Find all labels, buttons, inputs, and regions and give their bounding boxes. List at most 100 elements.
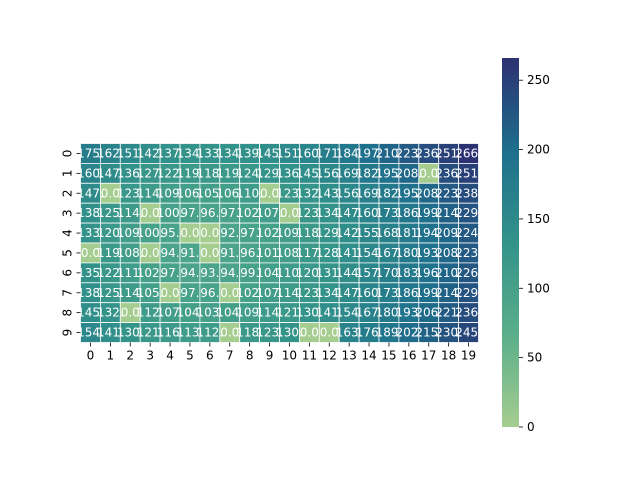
cell-label: 97. xyxy=(220,206,239,220)
cell-label: 183. xyxy=(395,266,422,280)
x-tick-label: 14 xyxy=(361,349,376,363)
cell-label: 193. xyxy=(395,306,422,320)
cell-label: 102. xyxy=(137,266,164,280)
cell-label: 129. xyxy=(256,166,283,180)
cell-label: 202. xyxy=(395,326,422,340)
cell-label: 119. xyxy=(97,246,124,260)
cell-label: 162. xyxy=(97,146,124,160)
y-tick-label: 9 xyxy=(61,329,75,337)
cell-label: 102. xyxy=(256,226,283,240)
cell-label: 102. xyxy=(236,286,263,300)
x-tick-label: 18 xyxy=(441,349,456,363)
cell-label: 96. xyxy=(240,246,259,260)
cell-label: 118. xyxy=(196,166,223,180)
cell-label: 109. xyxy=(117,226,144,240)
cell-label: 102. xyxy=(236,206,263,220)
x-tick-label: 6 xyxy=(206,349,214,363)
cell-label: 221. xyxy=(435,306,462,320)
cell-label: 107. xyxy=(157,306,184,320)
cell-label: 107. xyxy=(256,286,283,300)
cell-label: 0.0 xyxy=(200,226,219,240)
y-tick-label: 2 xyxy=(61,189,75,197)
cell-label: 229. xyxy=(455,286,482,300)
cell-label: 123. xyxy=(296,286,323,300)
cell-label: 97. xyxy=(180,206,199,220)
x-axis: 0 1 2 3 4 5 6 7 8 9 10 11 12 13 14 15 16 17 18 19 xyxy=(87,342,476,363)
cell-label: 209. xyxy=(435,226,462,240)
cell-label: 157. xyxy=(356,266,383,280)
cell-label: 229. xyxy=(455,206,482,220)
colorbar-tick-label: 100 xyxy=(527,281,550,295)
cell-label: 122. xyxy=(157,166,184,180)
cell-label: 147. xyxy=(336,286,363,300)
cell-label: 91. xyxy=(220,246,239,260)
colorbar-tick-label: 0 xyxy=(527,420,535,434)
cell-label: 105. xyxy=(137,286,164,300)
cell-label: 208. xyxy=(415,186,442,200)
cell-label: 141. xyxy=(336,246,363,260)
cell-label: 121. xyxy=(137,326,164,340)
x-tick-label: 17 xyxy=(421,349,436,363)
cell-label: 119. xyxy=(177,166,204,180)
cell-label: 251. xyxy=(435,146,462,160)
cell-label: 173. xyxy=(376,206,403,220)
cell-label: 215. xyxy=(415,326,442,340)
cell-label: 136. xyxy=(276,166,303,180)
cell-label: 135. xyxy=(77,266,104,280)
cell-label: 156. xyxy=(336,186,363,200)
cell-label: 100. xyxy=(157,206,184,220)
cell-label: 116. xyxy=(157,326,184,340)
cell-label: 95. xyxy=(161,226,180,240)
cell-label: 106. xyxy=(177,186,204,200)
cell-label: 114. xyxy=(117,206,144,220)
cell-label: 145. xyxy=(296,166,323,180)
cell-label: 130. xyxy=(296,306,323,320)
cell-label: 206. xyxy=(415,306,442,320)
cell-label: 123. xyxy=(296,206,323,220)
cell-label: 147. xyxy=(77,186,104,200)
cell-label: 107. xyxy=(256,206,283,220)
x-tick-label: 7 xyxy=(226,349,234,363)
cell-label: 160. xyxy=(296,146,323,160)
cell-label: 138. xyxy=(77,286,104,300)
cell-label: 133. xyxy=(196,146,223,160)
cell-label: 169. xyxy=(336,166,363,180)
cell-label: 130. xyxy=(276,326,303,340)
cell-label: 141. xyxy=(316,306,343,320)
cell-label: 129. xyxy=(316,226,343,240)
cell-label: 163. xyxy=(336,326,363,340)
cell-label: 0.0 xyxy=(300,326,319,340)
cell-label: 245. xyxy=(455,326,482,340)
cell-label: 138. xyxy=(77,206,104,220)
cell-label: 91. xyxy=(180,246,199,260)
cell-label: 109. xyxy=(157,186,184,200)
cell-label: 127. xyxy=(137,166,164,180)
x-tick-label: 5 xyxy=(186,349,194,363)
cell-label: 145. xyxy=(256,146,283,160)
x-tick-label: 4 xyxy=(166,349,174,363)
cell-label: 97. xyxy=(240,226,259,240)
cell-label: 100. xyxy=(137,226,164,240)
y-axis: 0 1 2 3 4 5 6 7 8 9 xyxy=(61,150,81,337)
cell-label: 186. xyxy=(395,286,422,300)
cell-label: 151. xyxy=(276,146,303,160)
cell-label: 189. xyxy=(376,326,403,340)
y-tick-label: 8 xyxy=(61,309,75,317)
cell-label: 104. xyxy=(256,266,283,280)
cell-label: 156. xyxy=(316,166,343,180)
cell-label: 154. xyxy=(77,326,104,340)
x-tick-label: 0 xyxy=(87,349,95,363)
cell-label: 182. xyxy=(356,166,383,180)
cell-label: 117. xyxy=(296,246,323,260)
cell-label: 134. xyxy=(316,206,343,220)
cell-label: 97. xyxy=(180,286,199,300)
cell-label: 94. xyxy=(180,266,199,280)
cell-label: 128. xyxy=(316,246,343,260)
cell-label: 133. xyxy=(77,226,104,240)
cell-label: 0.0 xyxy=(220,326,239,340)
cell-label: 103. xyxy=(196,306,223,320)
cell-label: 210. xyxy=(435,266,462,280)
cell-label: 208. xyxy=(435,246,462,260)
cell-annotations: 175.162.151.142.137.134.133.134.139.145.… xyxy=(77,146,482,339)
cell-label: 99. xyxy=(240,266,259,280)
